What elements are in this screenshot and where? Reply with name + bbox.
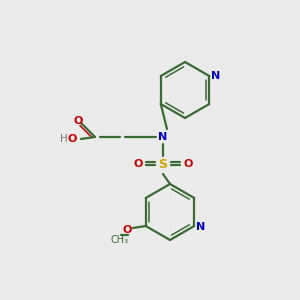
Text: O: O	[73, 116, 83, 126]
Text: N: N	[158, 132, 168, 142]
Text: O: O	[68, 134, 77, 144]
Text: O: O	[133, 159, 143, 169]
Text: O: O	[183, 159, 193, 169]
Text: S: S	[158, 158, 167, 172]
Text: N: N	[196, 222, 205, 232]
Text: H: H	[60, 134, 68, 144]
Text: CH₃: CH₃	[111, 235, 129, 245]
Text: N: N	[211, 71, 220, 81]
Text: O: O	[122, 225, 131, 235]
